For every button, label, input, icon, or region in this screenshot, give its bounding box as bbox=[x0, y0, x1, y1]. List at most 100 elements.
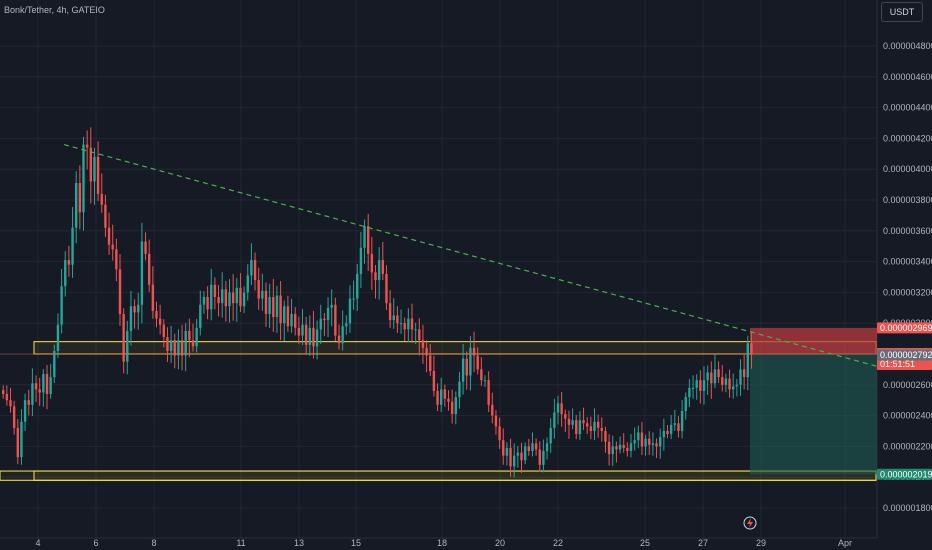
candle-body bbox=[352, 298, 355, 300]
candle-body bbox=[429, 355, 432, 371]
candle-body bbox=[49, 377, 52, 395]
candle-body bbox=[264, 290, 268, 314]
candle-body bbox=[158, 318, 162, 325]
candle-body bbox=[257, 280, 260, 299]
time-tick-label: 4 bbox=[35, 538, 40, 548]
candle-body bbox=[261, 290, 264, 299]
currency-button[interactable]: USDT bbox=[881, 2, 923, 22]
candle-body bbox=[450, 401, 454, 415]
candle-body bbox=[410, 318, 414, 330]
candle-body bbox=[319, 318, 322, 330]
candle-body bbox=[12, 406, 16, 428]
candle-body bbox=[626, 447, 629, 452]
price-tick-label: 0.0000018000 bbox=[883, 503, 932, 513]
candle-body bbox=[469, 347, 472, 376]
candle-body bbox=[640, 432, 644, 447]
candle-body bbox=[326, 307, 330, 321]
candle-body bbox=[403, 323, 406, 330]
candle-body bbox=[348, 298, 352, 324]
countdown-label: 01:51:51 bbox=[880, 359, 915, 369]
price-tick-label: 0.0000048000 bbox=[883, 41, 932, 51]
candle-body bbox=[381, 260, 384, 274]
candle-body bbox=[82, 144, 85, 213]
candle-body bbox=[184, 330, 187, 356]
price-tick-label: 0.0000040000 bbox=[883, 164, 932, 174]
candle-body bbox=[706, 372, 709, 381]
candle-body bbox=[56, 324, 60, 351]
candle-body bbox=[133, 306, 136, 313]
candle-body bbox=[385, 273, 388, 304]
candle-body bbox=[89, 147, 92, 182]
price-tick-label: 0.0000038000 bbox=[883, 195, 932, 205]
candle-body bbox=[235, 287, 238, 304]
candle-body bbox=[195, 327, 198, 347]
candle-body bbox=[472, 347, 476, 356]
candle-body bbox=[242, 292, 246, 307]
candle-body bbox=[224, 289, 228, 307]
candle-body bbox=[721, 377, 724, 385]
candle-body bbox=[301, 324, 304, 336]
candle-body bbox=[476, 355, 479, 370]
candle-body bbox=[695, 380, 698, 388]
candle-body bbox=[323, 318, 326, 321]
candle-body bbox=[418, 329, 421, 341]
candle-body bbox=[272, 297, 275, 318]
candle-body bbox=[5, 394, 9, 401]
candle-body bbox=[341, 326, 344, 344]
lightning-icon-ring bbox=[743, 516, 757, 530]
candle-body bbox=[377, 260, 381, 281]
candle-body bbox=[644, 438, 647, 447]
candle-body bbox=[589, 426, 593, 431]
price-axis[interactable]: 0.00000180000.00000200000.00000220000.00… bbox=[883, 41, 932, 513]
candle-body bbox=[659, 437, 662, 447]
candle-body bbox=[231, 292, 235, 304]
price-tag bbox=[877, 322, 932, 334]
candle-body bbox=[454, 397, 457, 415]
candle-body bbox=[699, 380, 702, 391]
candle-body bbox=[202, 297, 206, 305]
candle-body bbox=[107, 227, 111, 245]
candle-body bbox=[286, 306, 290, 327]
candle-body bbox=[527, 446, 530, 452]
candle-body bbox=[516, 452, 520, 456]
time-tick-label: 11 bbox=[236, 538, 245, 548]
candle-body bbox=[728, 378, 731, 390]
candle-body bbox=[118, 269, 122, 314]
price-tick-label: 0.0000046000 bbox=[883, 72, 932, 82]
time-tick-label: 27 bbox=[698, 538, 708, 548]
candle-body bbox=[461, 358, 465, 382]
candle-body bbox=[688, 387, 691, 398]
candle-body bbox=[483, 380, 487, 382]
candle-body bbox=[604, 431, 607, 442]
candle-body bbox=[750, 343, 753, 354]
candle-body bbox=[549, 427, 552, 444]
candle-body bbox=[684, 397, 687, 411]
candlestick-series[interactable] bbox=[2, 127, 753, 478]
price-tag bbox=[877, 468, 932, 480]
candle-body bbox=[330, 304, 333, 308]
candle-body bbox=[100, 193, 103, 205]
candle-body bbox=[169, 340, 173, 351]
support-zone-extended bbox=[0, 470, 877, 481]
time-axis[interactable]: 4 6 8 11 13 15 18 20 22 25 27 29 Apr bbox=[35, 538, 852, 548]
candle-body bbox=[312, 327, 315, 347]
candle-body bbox=[290, 313, 293, 327]
candle-body bbox=[129, 306, 133, 331]
time-tick-label: 8 bbox=[151, 538, 156, 548]
candle-body bbox=[560, 403, 563, 415]
candle-body bbox=[115, 249, 118, 270]
time-tick-label: 18 bbox=[437, 538, 447, 548]
candle-body bbox=[607, 441, 611, 455]
candle-body bbox=[53, 350, 56, 378]
candle-body bbox=[111, 244, 114, 250]
candle-body bbox=[666, 431, 669, 435]
candle-body bbox=[505, 447, 509, 456]
candle-body bbox=[297, 327, 301, 336]
candle-body bbox=[337, 335, 341, 344]
candle-body bbox=[42, 374, 45, 393]
candle-body bbox=[188, 330, 191, 341]
candle-body bbox=[702, 380, 706, 391]
candle-body bbox=[531, 443, 534, 452]
candle-body bbox=[480, 369, 483, 381]
